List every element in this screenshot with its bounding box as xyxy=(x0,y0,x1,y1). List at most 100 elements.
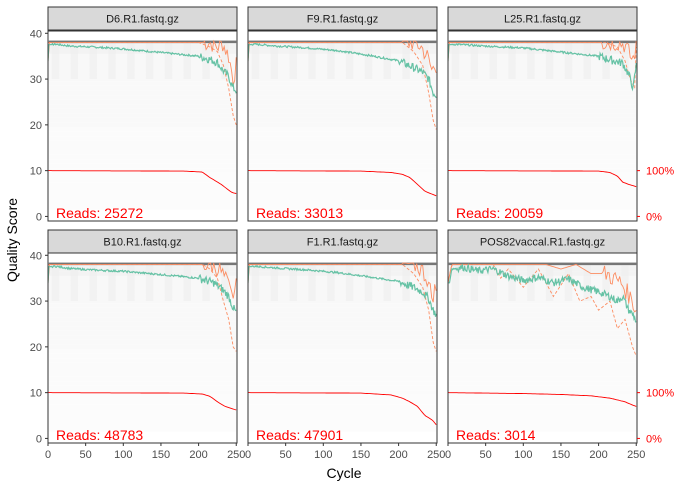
heatmap-band xyxy=(448,191,637,196)
heatmap-cell xyxy=(345,263,354,302)
heatmap-band xyxy=(448,285,637,290)
heatmap-cell xyxy=(289,263,297,302)
heatmap-band xyxy=(48,344,237,350)
x-tick-label: 150 xyxy=(152,449,170,461)
heatmap-band xyxy=(248,339,437,345)
strip-background xyxy=(247,6,438,31)
right-tick-label: 100% xyxy=(646,388,674,400)
heatmap-band xyxy=(248,182,437,187)
heatmap-cell xyxy=(402,41,410,80)
heatmap-band xyxy=(448,127,637,132)
heatmap-cell xyxy=(164,41,173,80)
median-line xyxy=(248,40,437,74)
heatmap-band xyxy=(48,353,237,359)
heatmap-band xyxy=(248,81,437,86)
y-tick-label: 0 xyxy=(36,433,42,445)
heatmap-band xyxy=(248,317,437,322)
heatmap-band xyxy=(448,136,637,141)
heatmap-band xyxy=(248,358,437,363)
heatmap-band xyxy=(448,95,637,100)
panel-border xyxy=(447,252,638,444)
panel-background xyxy=(48,253,237,443)
heatmap-band xyxy=(48,321,237,327)
heatmap-band xyxy=(248,353,437,359)
heatmap-cell xyxy=(308,41,316,80)
heatmap-band xyxy=(248,294,437,299)
heatmap-band xyxy=(48,150,237,155)
heatmap-band xyxy=(448,413,637,418)
heatmap-band xyxy=(48,140,237,146)
heatmap-band xyxy=(448,298,637,304)
heatmap-band xyxy=(248,326,437,331)
heatmap-band xyxy=(448,85,637,91)
heatmap-band xyxy=(48,404,237,409)
heatmap-band xyxy=(248,140,437,146)
heatmap-band xyxy=(248,413,437,418)
heatmap-band xyxy=(48,67,237,73)
heatmap-cell xyxy=(402,263,410,302)
heatmap-band xyxy=(248,266,437,272)
mean-quality-line xyxy=(248,42,437,99)
heatmap-cell xyxy=(51,41,60,80)
heatmap-band xyxy=(248,53,437,59)
heatmap-cell xyxy=(183,41,192,80)
heatmap-cell xyxy=(183,263,192,302)
heatmap-band xyxy=(448,339,637,345)
heatmap-band xyxy=(48,372,237,377)
panel-content xyxy=(448,262,637,432)
heatmap-cell xyxy=(527,41,535,80)
heatmap-cell xyxy=(145,41,154,80)
reads-line xyxy=(48,392,237,411)
heatmap-band xyxy=(248,385,437,391)
heatmap-band xyxy=(448,422,637,427)
heatmap-band xyxy=(48,58,237,64)
heatmap-band xyxy=(48,131,237,137)
heatmap-band xyxy=(48,154,237,160)
heatmap-cell xyxy=(127,41,135,80)
heatmap-band xyxy=(48,381,237,386)
heatmap-band xyxy=(448,177,637,183)
heatmap-cell xyxy=(327,41,335,80)
reads-line xyxy=(448,392,637,407)
heatmap-band xyxy=(448,289,637,295)
heatmap-band xyxy=(248,72,437,77)
y-axis-title: Quality Score xyxy=(4,198,20,282)
heatmap-band xyxy=(248,122,437,128)
reads-annotation: Reads: 47901 xyxy=(256,427,343,443)
heatmap-cell xyxy=(108,41,116,80)
y-tick-label: 0 xyxy=(36,211,42,223)
heatmap-cell xyxy=(270,263,279,302)
heatmap-cell xyxy=(564,41,573,80)
facet-panel: F9.R1.fastq.gz Reads: 33013 xyxy=(247,6,438,222)
heatmap-band xyxy=(248,136,437,141)
heatmap-cell xyxy=(89,263,97,302)
mean-quality-line xyxy=(448,263,637,323)
heatmap-band xyxy=(248,399,437,405)
heatmap-band xyxy=(448,367,637,373)
x-axis-title: Cycle xyxy=(326,465,361,481)
strip-label: D6.R1.fastq.gz xyxy=(106,14,179,26)
heatmap-cell xyxy=(70,263,79,302)
reads-line xyxy=(248,392,437,425)
reads-annotation: Reads: 33013 xyxy=(256,205,343,221)
heatmap-cell xyxy=(364,263,373,302)
heatmap-cell xyxy=(345,41,354,80)
heatmap-band xyxy=(48,422,237,427)
heatmap-band xyxy=(448,321,637,327)
median-line xyxy=(248,262,437,303)
heatmap-band xyxy=(48,113,237,118)
heatmap-band xyxy=(448,53,637,59)
heatmap-band xyxy=(448,172,637,178)
panel-content xyxy=(48,39,237,210)
heatmap-band xyxy=(48,63,237,68)
heatmap-band xyxy=(48,394,237,400)
reads-annotation: Reads: 25272 xyxy=(56,205,143,221)
heatmap-band xyxy=(448,150,637,155)
heatmap-band xyxy=(48,275,237,281)
heatmap-cell xyxy=(289,41,297,80)
heatmap-band xyxy=(48,122,237,128)
heatmap-band xyxy=(48,408,237,414)
heatmap-band xyxy=(448,353,637,359)
heatmap-band xyxy=(248,76,437,82)
